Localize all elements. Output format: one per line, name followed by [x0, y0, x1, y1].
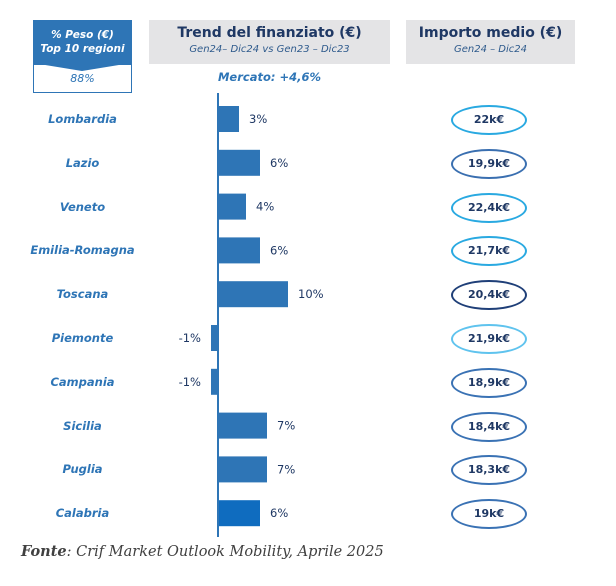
peso-header: % Peso (€) Top 10 regioni: [33, 20, 132, 64]
importo-medio-badge: 22,4k€: [451, 192, 527, 223]
peso-title-line2: Top 10 regioni: [40, 43, 125, 55]
value-label: 4%: [256, 200, 274, 214]
importo-medio-badge: 18,4k€: [451, 411, 527, 442]
region-label: Emilia-Romagna: [30, 243, 135, 258]
value-label: 7%: [277, 419, 295, 433]
importo-header-panel: Importo medio (€) Gen24 – Dic24: [406, 20, 575, 64]
region-label: Lazio: [65, 155, 100, 170]
importo-medio-badge: 19k€: [451, 499, 527, 530]
importo-subtitle: Gen24 – Dic24: [453, 44, 528, 55]
bar-sicilia: [218, 412, 267, 439]
value-label: 3%: [249, 112, 267, 126]
importo-medio-badge: 21,7k€: [451, 236, 527, 267]
importo-medio-badge: 18,9k€: [451, 367, 527, 398]
bar-emilia-romagna: [218, 237, 260, 264]
value-label: 7%: [277, 462, 295, 476]
value-label: 6%: [270, 506, 288, 520]
source-text: : Crif Market Outlook Mobility, Aprile 2…: [66, 544, 384, 560]
trend-header-panel: Trend del finanziato (€) Gen24– Dic24 vs…: [149, 20, 390, 64]
importo-medio-badge: 21,9k€: [451, 324, 527, 354]
region-label: Puglia: [62, 462, 103, 477]
source-note: Fonte: Crif Market Outlook Mobility, Apr…: [21, 543, 384, 560]
region-label: Calabria: [55, 506, 110, 521]
bar-lazio: [218, 149, 260, 176]
bar-calabria: [218, 500, 260, 527]
bar-toscana: [218, 281, 288, 308]
trend-subtitle: Gen24– Dic24 vs Gen23 – Dic23: [189, 44, 350, 55]
value-label: 6%: [270, 156, 288, 170]
region-label: Toscana: [56, 287, 109, 302]
region-label: Sicilia: [63, 418, 102, 433]
region-label: Piemonte: [51, 331, 114, 345]
importo-medio-badge: 19,9k€: [451, 148, 527, 179]
region-label: Campania: [50, 374, 115, 389]
trend-title: Trend del finanziato (€): [177, 25, 362, 41]
importo-title: Importo medio (€): [418, 25, 563, 41]
region-label: Lombardia: [48, 112, 117, 126]
bar-puglia: [218, 456, 267, 483]
region-label: Veneto: [59, 199, 106, 214]
value-label: -1%: [179, 331, 201, 345]
bar-veneto: [218, 193, 246, 220]
bar-campania: [211, 368, 218, 395]
bar-lombardia: [218, 106, 239, 132]
peso-arrow-icon: [33, 63, 131, 71]
importo-medio-badge: 20,4k€: [451, 280, 527, 311]
peso-title-line1: % Peso (€): [51, 29, 114, 41]
importo-medio-badge: 18,3k€: [451, 455, 527, 486]
value-label: 10%: [298, 287, 324, 301]
source-label: Fonte: [21, 543, 67, 560]
mercato-annotation: Mercato: +4,6%: [217, 70, 322, 84]
bar-piemonte: [211, 325, 218, 351]
value-label: 6%: [270, 243, 288, 257]
importo-medio-badge: 22k€: [451, 105, 527, 135]
value-label: -1%: [179, 375, 201, 389]
